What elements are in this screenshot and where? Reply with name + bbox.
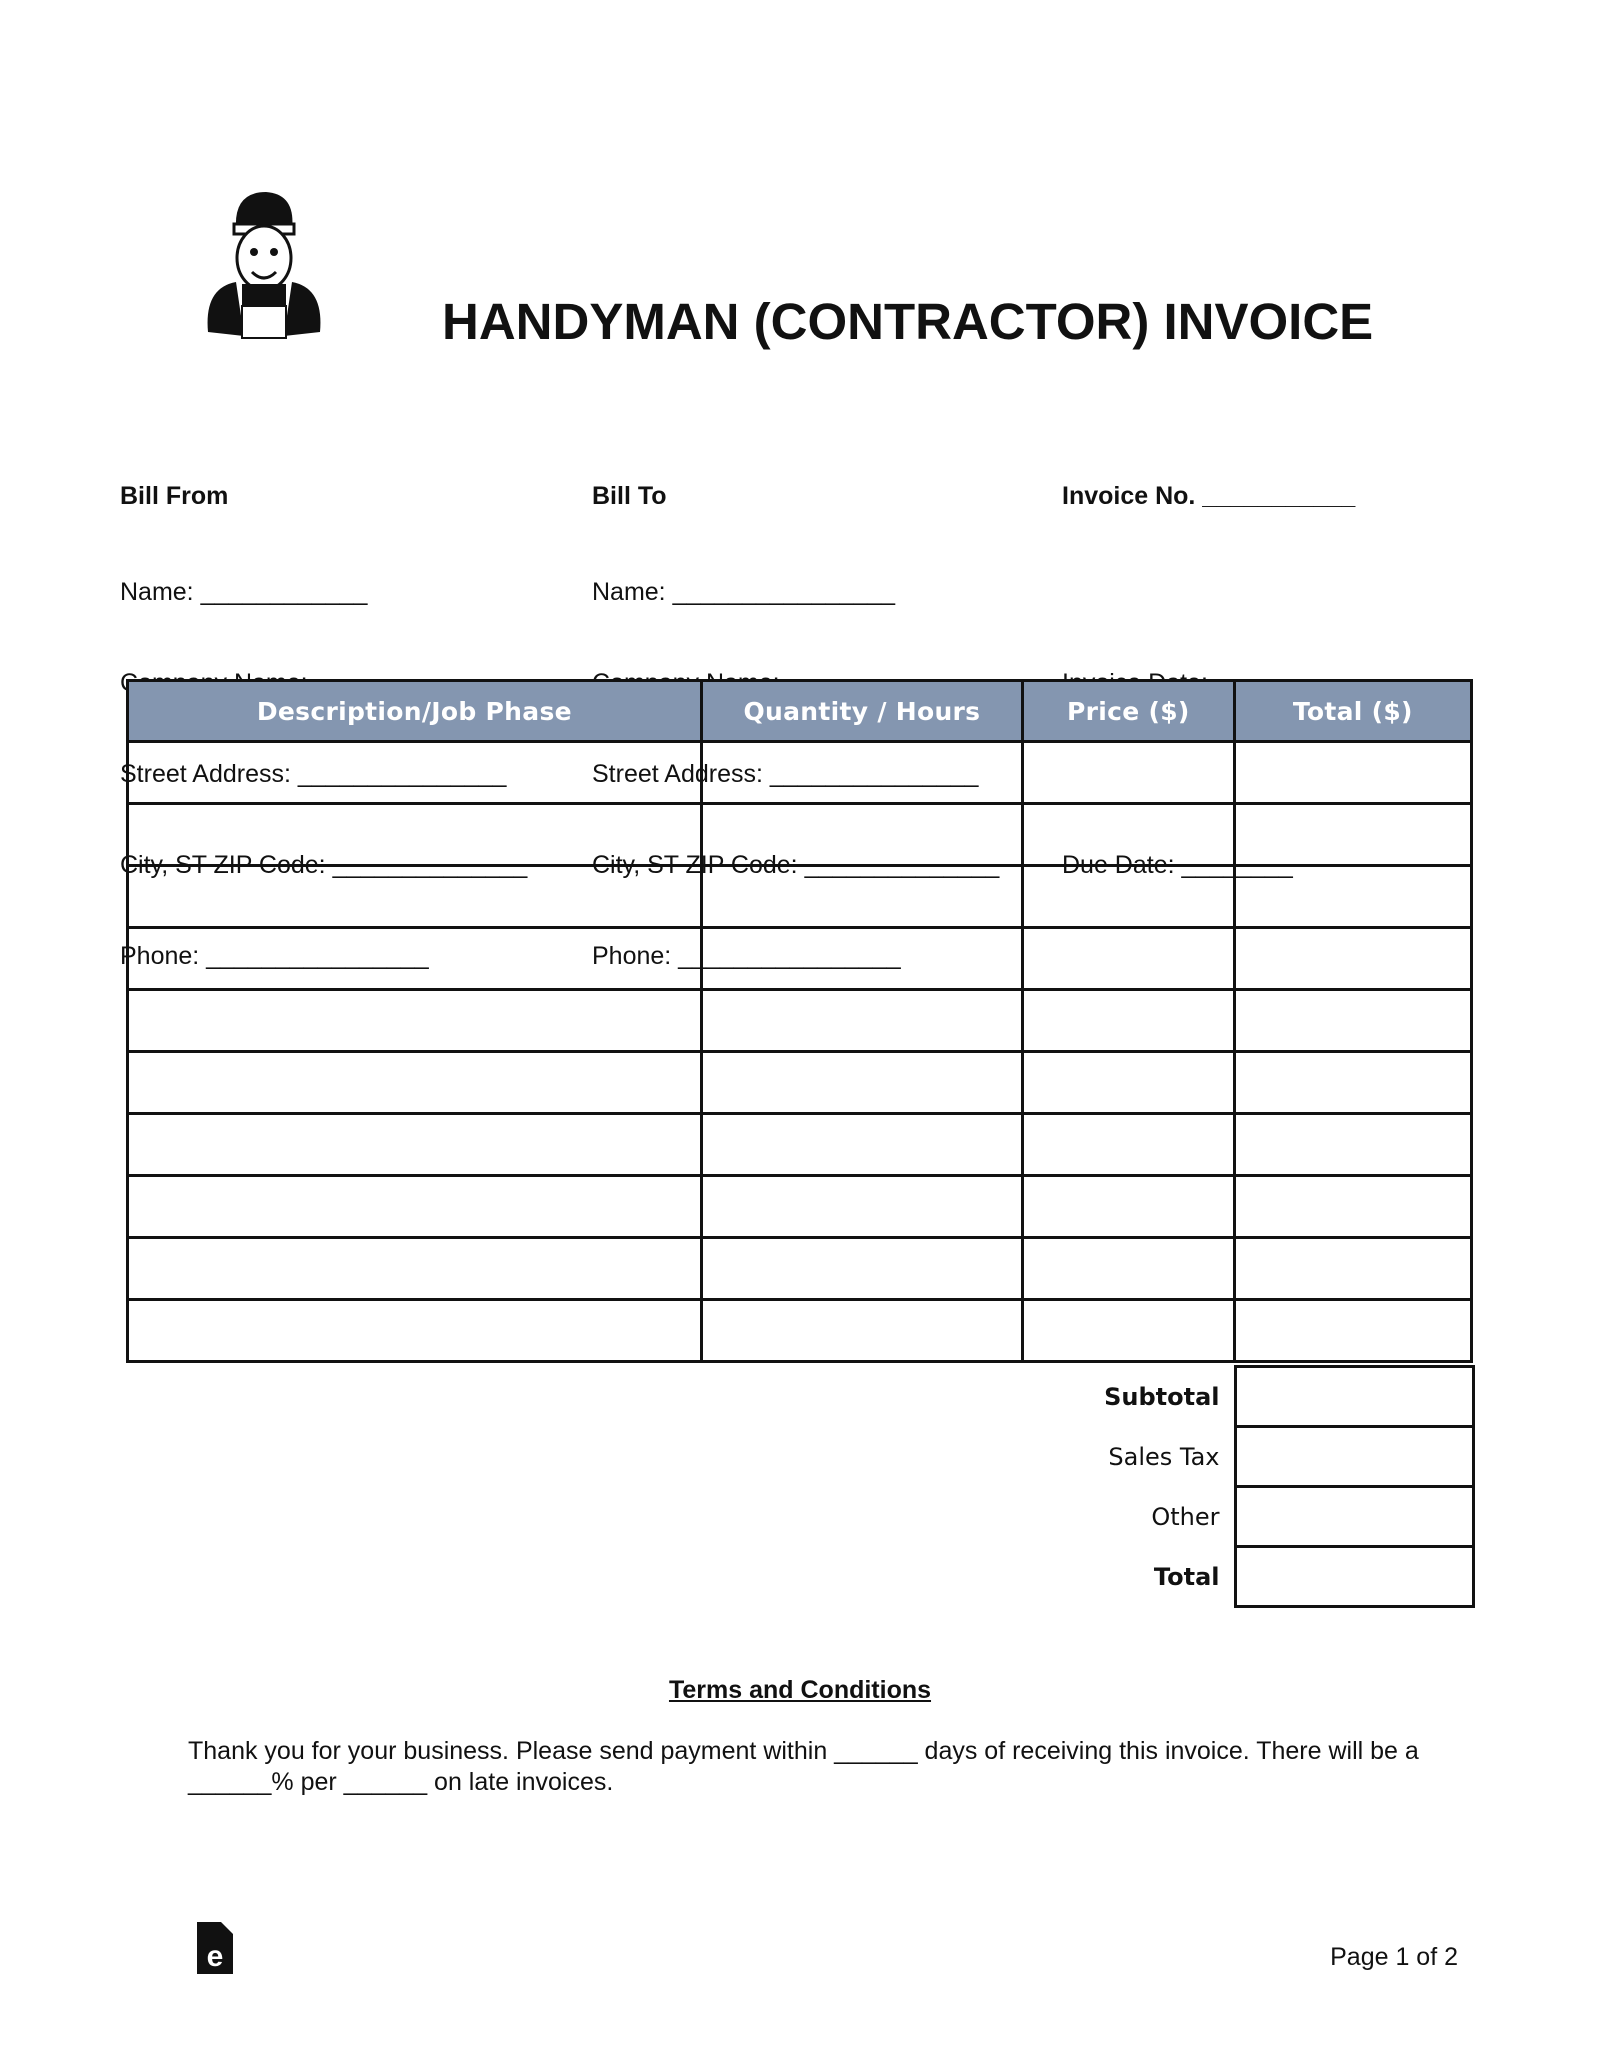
- description-cell[interactable]: [126, 802, 703, 867]
- page-title: HANDYMAN (CONTRACTOR) INVOICE: [442, 293, 1374, 350]
- table-row: [126, 802, 1474, 867]
- bill-to-name: Name: ________________: [592, 578, 896, 607]
- total-cell[interactable]: [1232, 740, 1474, 805]
- description-cell[interactable]: [126, 1050, 703, 1115]
- bill-from-name: Name: ____________: [120, 578, 368, 607]
- quantity-cell[interactable]: [699, 1174, 1025, 1239]
- price-cell[interactable]: [1021, 740, 1236, 805]
- total-cell[interactable]: [1232, 864, 1474, 929]
- table-row: [126, 1112, 1474, 1177]
- total-cell[interactable]: [1232, 926, 1474, 991]
- terms-text: Thank you for your business. Please send…: [188, 1737, 1419, 1796]
- header-price: Price ($): [1021, 679, 1236, 743]
- subtotal-field[interactable]: [1233, 1365, 1475, 1428]
- table-row: [126, 1236, 1474, 1301]
- bill-from-heading: Bill From: [120, 481, 229, 510]
- line-items-table: Description/Job Phase Quantity / Hours P…: [126, 679, 1474, 1363]
- header-total: Total ($): [1232, 679, 1474, 743]
- subtotal-label: Subtotal: [1104, 1382, 1220, 1411]
- price-cell[interactable]: [1021, 988, 1236, 1053]
- description-cell[interactable]: [126, 926, 703, 991]
- total-label: Total: [1153, 1562, 1220, 1591]
- header-quantity: Quantity / Hours: [699, 679, 1025, 743]
- price-cell[interactable]: [1021, 802, 1236, 867]
- table-row: [126, 1174, 1474, 1239]
- total-cell[interactable]: [1232, 1236, 1474, 1301]
- description-cell[interactable]: [126, 740, 703, 805]
- header-description: Description/Job Phase: [126, 679, 703, 743]
- summary-table: Subtotal Sales Tax Other Total: [1000, 1365, 1475, 1608]
- quantity-cell[interactable]: [699, 1112, 1025, 1177]
- total-cell[interactable]: [1232, 1050, 1474, 1115]
- quantity-cell[interactable]: [699, 988, 1025, 1053]
- table-row: [126, 926, 1474, 991]
- total-cell[interactable]: [1232, 988, 1474, 1053]
- other-label: Other: [1151, 1502, 1220, 1531]
- price-cell[interactable]: [1021, 864, 1236, 929]
- table-row: [126, 1298, 1474, 1363]
- total-cell[interactable]: [1232, 802, 1474, 867]
- quantity-cell[interactable]: [699, 1236, 1025, 1301]
- description-cell[interactable]: [126, 1236, 703, 1301]
- invoice-number: Invoice No. ___________: [1062, 481, 1356, 510]
- sales-tax-field[interactable]: [1233, 1425, 1475, 1488]
- table-row: [126, 988, 1474, 1053]
- description-cell[interactable]: [126, 1112, 703, 1177]
- svg-text:e: e: [207, 1940, 224, 1973]
- description-cell[interactable]: [126, 864, 703, 929]
- quantity-cell[interactable]: [699, 1050, 1025, 1115]
- price-cell[interactable]: [1021, 1236, 1236, 1301]
- quantity-cell[interactable]: [699, 1298, 1025, 1363]
- table-row: [126, 1050, 1474, 1115]
- price-cell[interactable]: [1021, 1174, 1236, 1239]
- quantity-cell[interactable]: [699, 740, 1025, 805]
- price-cell[interactable]: [1021, 1298, 1236, 1363]
- terms-heading: Terms and Conditions: [668, 1676, 932, 1704]
- total-cell[interactable]: [1232, 1174, 1474, 1239]
- bill-to-heading: Bill To: [592, 481, 667, 510]
- other-field[interactable]: [1233, 1485, 1475, 1548]
- description-cell[interactable]: [126, 1174, 703, 1239]
- price-cell[interactable]: [1021, 1050, 1236, 1115]
- eforms-logo-icon: e: [197, 1922, 233, 1974]
- sales-tax-label: Sales Tax: [1108, 1442, 1220, 1471]
- table-row: [126, 740, 1474, 805]
- quantity-cell[interactable]: [699, 926, 1025, 991]
- quantity-cell[interactable]: [699, 864, 1025, 929]
- handyman-mascot-icon: [207, 192, 321, 339]
- table-row: [126, 864, 1474, 929]
- total-cell[interactable]: [1232, 1112, 1474, 1177]
- description-cell[interactable]: [126, 1298, 703, 1363]
- price-cell[interactable]: [1021, 926, 1236, 991]
- price-cell[interactable]: [1021, 1112, 1236, 1177]
- total-cell[interactable]: [1232, 1298, 1474, 1363]
- total-field[interactable]: [1233, 1545, 1475, 1608]
- page-number: Page 1 of 2: [1330, 1943, 1458, 1971]
- description-cell[interactable]: [126, 988, 703, 1053]
- quantity-cell[interactable]: [699, 802, 1025, 867]
